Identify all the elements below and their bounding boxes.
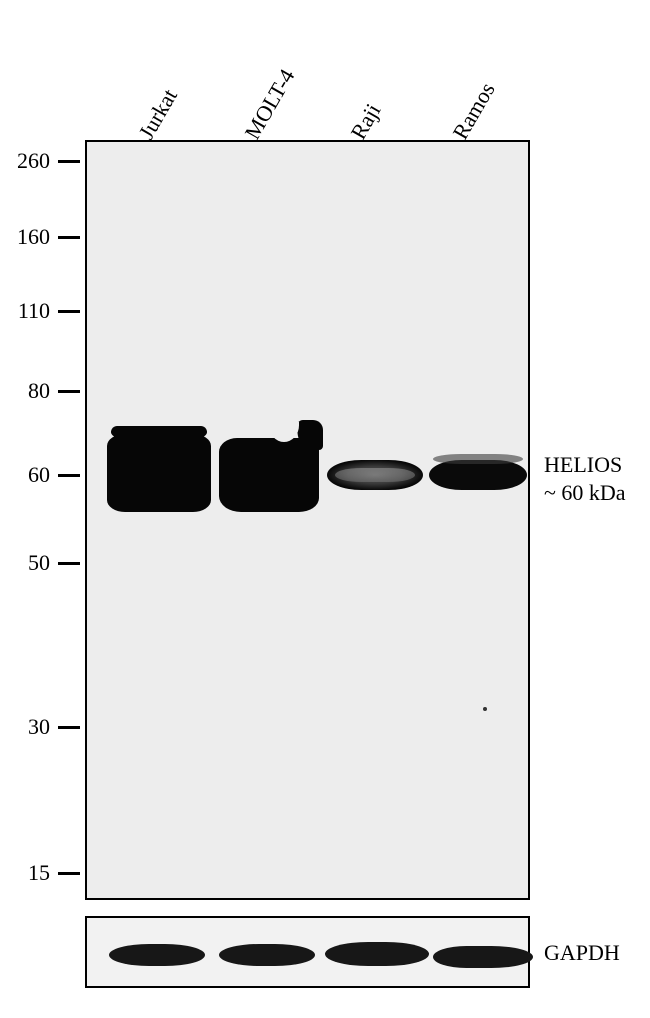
mw-marker-30: 30	[12, 714, 80, 740]
gapdh-band-raji	[325, 942, 429, 966]
mw-value: 260	[12, 148, 50, 174]
target-size-label: ~ 60 kDa	[544, 480, 626, 506]
helios-band-raji	[327, 460, 423, 490]
mw-value: 30	[12, 714, 50, 740]
mw-marker-260: 260	[12, 148, 80, 174]
mw-marker-15: 15	[12, 860, 80, 886]
mw-marker-60: 60	[12, 462, 80, 488]
lane-label-jurkat: Jurkat	[133, 84, 182, 144]
helios-band-ramos	[429, 460, 527, 490]
mw-value: 110	[12, 298, 50, 324]
gapdh-band-molt4	[219, 944, 315, 966]
figure-canvas: Jurkat MOLT-4 Raji Ramos 260 160	[0, 0, 650, 1018]
mw-dash-icon	[58, 872, 80, 875]
mw-dash-icon	[58, 562, 80, 565]
mw-dash-icon	[58, 160, 80, 163]
lane-label-raji: Raji	[345, 99, 386, 144]
mw-value: 60	[12, 462, 50, 488]
mw-dash-icon	[58, 236, 80, 239]
mw-dash-icon	[58, 474, 80, 477]
mw-dash-icon	[58, 726, 80, 729]
loading-control-label: GAPDH	[544, 940, 620, 966]
mw-marker-160: 160	[12, 224, 80, 250]
helios-band-molt4-ear	[297, 420, 323, 450]
mw-value: 160	[12, 224, 50, 250]
mw-value: 50	[12, 550, 50, 576]
helios-band-jurkat-edge	[111, 426, 207, 442]
mw-marker-110: 110	[12, 298, 80, 324]
mw-dash-icon	[58, 390, 80, 393]
lane-label-molt4: MOLT-4	[239, 65, 300, 144]
helios-band-jurkat	[107, 434, 211, 512]
helios-band-ramos-shade	[433, 454, 523, 464]
mw-dash-icon	[58, 310, 80, 313]
lane-label-ramos: Ramos	[447, 78, 500, 144]
gapdh-band-jurkat	[109, 944, 205, 966]
speck-artifact	[483, 707, 487, 711]
gapdh-band-ramos	[433, 946, 533, 968]
mw-marker-50: 50	[12, 550, 80, 576]
mw-marker-80: 80	[12, 378, 80, 404]
gapdh-blot-box	[85, 916, 530, 988]
mw-value: 80	[12, 378, 50, 404]
main-blot-box	[85, 140, 530, 900]
mw-value: 15	[12, 860, 50, 886]
target-name-label: HELIOS	[544, 452, 622, 478]
